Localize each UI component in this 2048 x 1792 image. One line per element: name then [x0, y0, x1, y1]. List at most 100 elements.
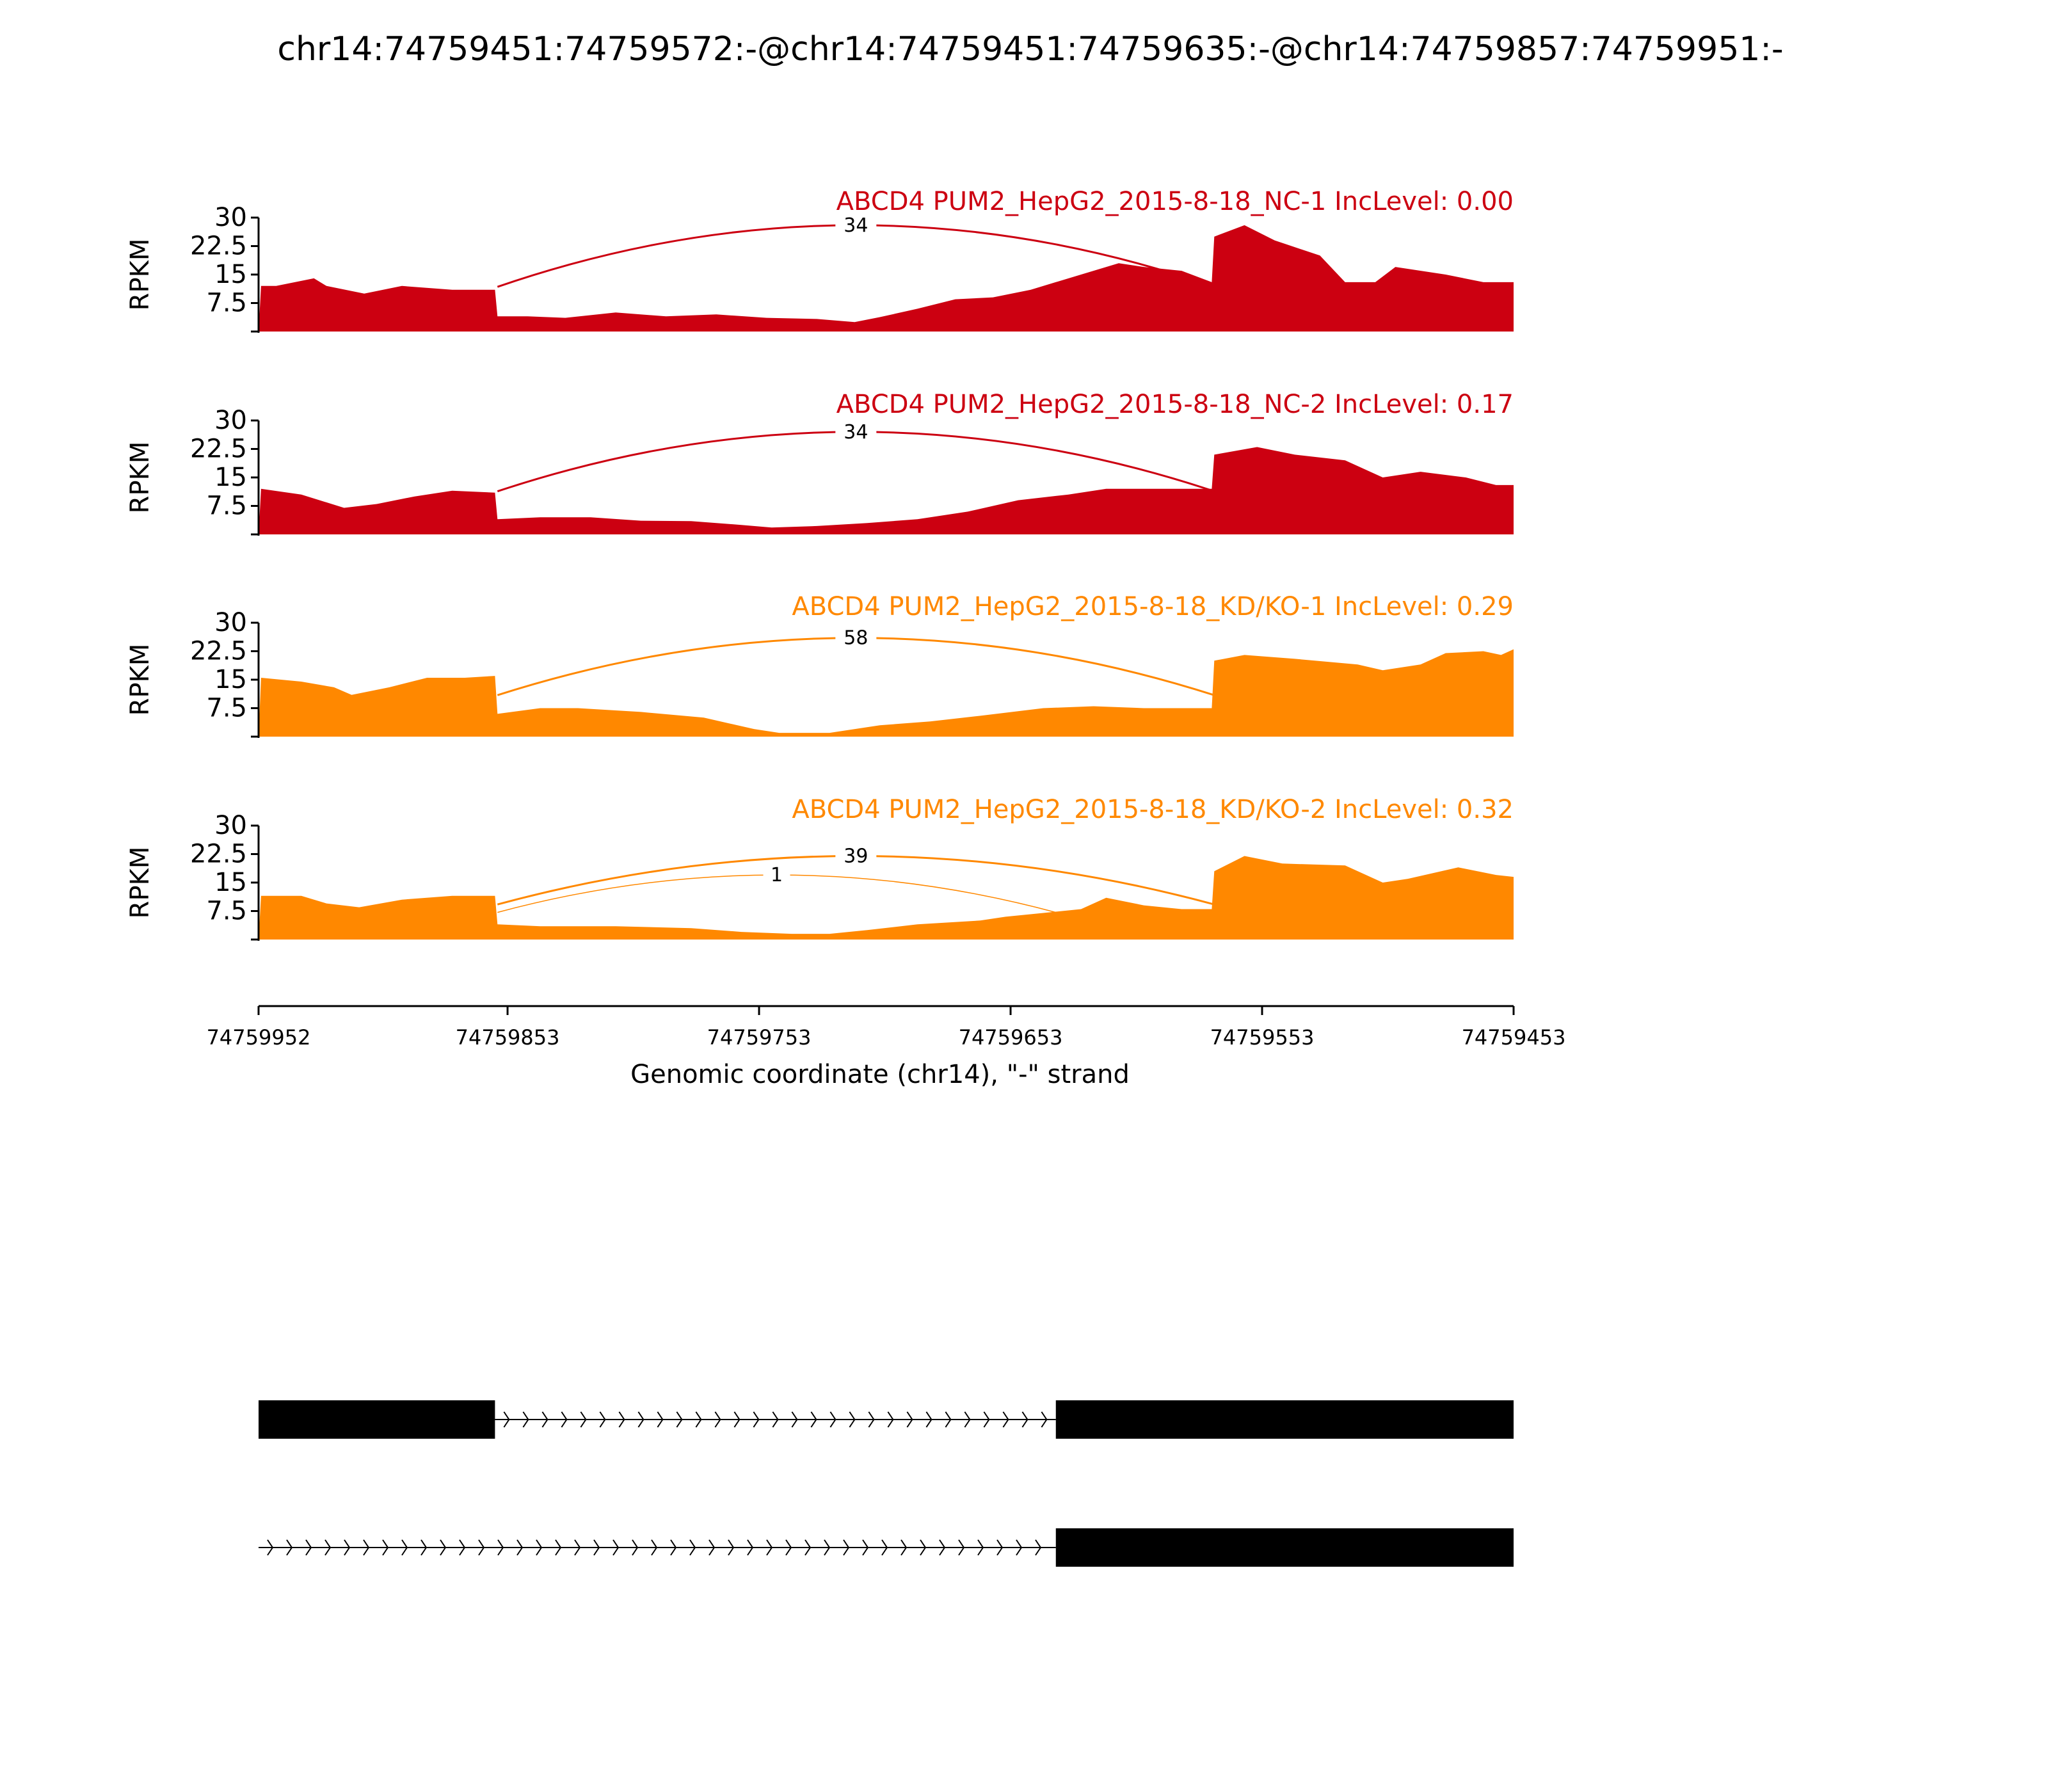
track-title: ABCD4 PUM2_HepG2_2015-8-18_NC-1 IncLevel…	[836, 187, 1514, 216]
strand-arrow	[920, 1539, 927, 1556]
strand-arrow	[440, 1539, 447, 1556]
strand-arrow	[766, 1539, 773, 1556]
strand-arrow	[964, 1411, 971, 1428]
y-axis-label: RPKM	[125, 644, 155, 716]
strand-arrow	[324, 1539, 332, 1556]
junction-label-bg	[763, 861, 790, 884]
strand-arrow	[945, 1411, 952, 1428]
strand-arrow	[939, 1539, 946, 1556]
junction-count-label: 58	[844, 627, 868, 650]
x-tick-label: 74759453	[1462, 1025, 1566, 1050]
strand-arrow	[599, 1411, 606, 1428]
junction-count-label: 1	[771, 864, 783, 886]
strand-arrow	[689, 1539, 696, 1556]
strand-arrow	[1016, 1539, 1023, 1556]
x-tick-label: 74759653	[959, 1025, 1063, 1050]
junction-label-bg	[835, 842, 877, 865]
y-tick-label: 22.5	[190, 840, 247, 869]
strand-arrow	[503, 1411, 510, 1428]
coverage-area	[259, 649, 1514, 737]
x-axis-label: Genomic coordinate (chr14), "-" strand	[630, 1060, 1130, 1089]
y-axis-label: RPKM	[125, 239, 155, 311]
track-title: ABCD4 PUM2_HepG2_2015-8-18_KD/KO-1 IncLe…	[792, 592, 1514, 621]
strand-arrow	[728, 1539, 735, 1556]
strand-arrow	[791, 1411, 798, 1428]
strand-arrow	[536, 1539, 543, 1556]
exon-block	[1055, 1528, 1514, 1567]
strand-arrow	[657, 1411, 664, 1428]
strand-arrow	[862, 1539, 869, 1556]
x-tick-label: 74759553	[1210, 1025, 1315, 1050]
strand-arrow	[906, 1411, 913, 1428]
y-tick-label: 30	[214, 406, 247, 435]
x-tick-label: 74759853	[456, 1025, 560, 1050]
strand-arrow	[305, 1539, 312, 1556]
strand-arrow	[977, 1539, 984, 1556]
strand-arrow	[887, 1411, 894, 1428]
strand-arrow	[344, 1539, 351, 1556]
strand-arrow	[522, 1411, 529, 1428]
coverage-area	[259, 225, 1514, 332]
strand-arrow	[363, 1539, 370, 1556]
coverage-area	[259, 856, 1514, 940]
strand-arrow	[804, 1539, 812, 1556]
strand-arrow	[459, 1539, 466, 1556]
strand-arrow	[1002, 1411, 1009, 1428]
strand-arrow	[555, 1539, 562, 1556]
strand-arrow	[824, 1539, 831, 1556]
strand-arrow	[714, 1411, 721, 1428]
strand-arrow	[580, 1411, 587, 1428]
y-tick-label: 30	[214, 203, 247, 232]
strand-arrow	[983, 1411, 990, 1428]
y-tick-label: 15	[214, 665, 247, 694]
coverage-area	[259, 447, 1514, 534]
strand-arrow	[772, 1411, 779, 1428]
strand-arrow	[958, 1539, 965, 1556]
strand-arrow	[401, 1539, 408, 1556]
strand-arrow	[1035, 1539, 1042, 1556]
y-tick-label: 30	[214, 811, 247, 840]
strand-arrow	[478, 1539, 485, 1556]
strand-arrow	[843, 1539, 850, 1556]
strand-arrow	[708, 1539, 716, 1556]
strand-arrow	[996, 1539, 1004, 1556]
y-axis-label: RPKM	[125, 442, 155, 514]
strand-arrow	[574, 1539, 581, 1556]
strand-arrow	[267, 1539, 274, 1556]
track-title: ABCD4 PUM2_HepG2_2015-8-18_KD/KO-2 IncLe…	[792, 795, 1514, 824]
strand-arrow	[541, 1411, 548, 1428]
junction-count-label: 34	[844, 214, 868, 237]
junction-label-bg	[835, 623, 877, 647]
strand-arrow	[695, 1411, 702, 1428]
strand-arrow	[382, 1539, 389, 1556]
strand-arrow	[785, 1539, 792, 1556]
strand-arrow	[1041, 1411, 1048, 1428]
strand-arrow	[733, 1411, 740, 1428]
isoform-structures	[259, 1400, 1514, 1567]
strand-arrow	[420, 1539, 428, 1556]
y-tick-label: 22.5	[190, 232, 247, 261]
strand-arrow	[561, 1411, 568, 1428]
strand-arrow	[637, 1411, 644, 1428]
strand-arrow	[900, 1539, 908, 1556]
x-axis: 74759952 74759853 74759753 74759653 74759553…	[207, 1005, 1566, 1050]
strand-arrow	[1021, 1411, 1028, 1428]
strand-arrow	[925, 1411, 932, 1428]
y-tick-label: 30	[214, 608, 247, 637]
y-tick-label: 7.5	[206, 289, 247, 318]
strand-arrow	[612, 1539, 620, 1556]
exon-block	[1055, 1400, 1514, 1439]
junction-label-bg	[835, 211, 877, 234]
strand-arrow	[829, 1411, 836, 1428]
strand-arrow	[286, 1539, 293, 1556]
strand-arrow	[753, 1411, 760, 1428]
y-tick-label: 15	[214, 260, 247, 289]
strand-arrow	[747, 1539, 754, 1556]
x-tick-label: 74759753	[707, 1025, 812, 1050]
x-tick-label: 74759952	[207, 1025, 311, 1050]
strand-arrow	[849, 1411, 856, 1428]
